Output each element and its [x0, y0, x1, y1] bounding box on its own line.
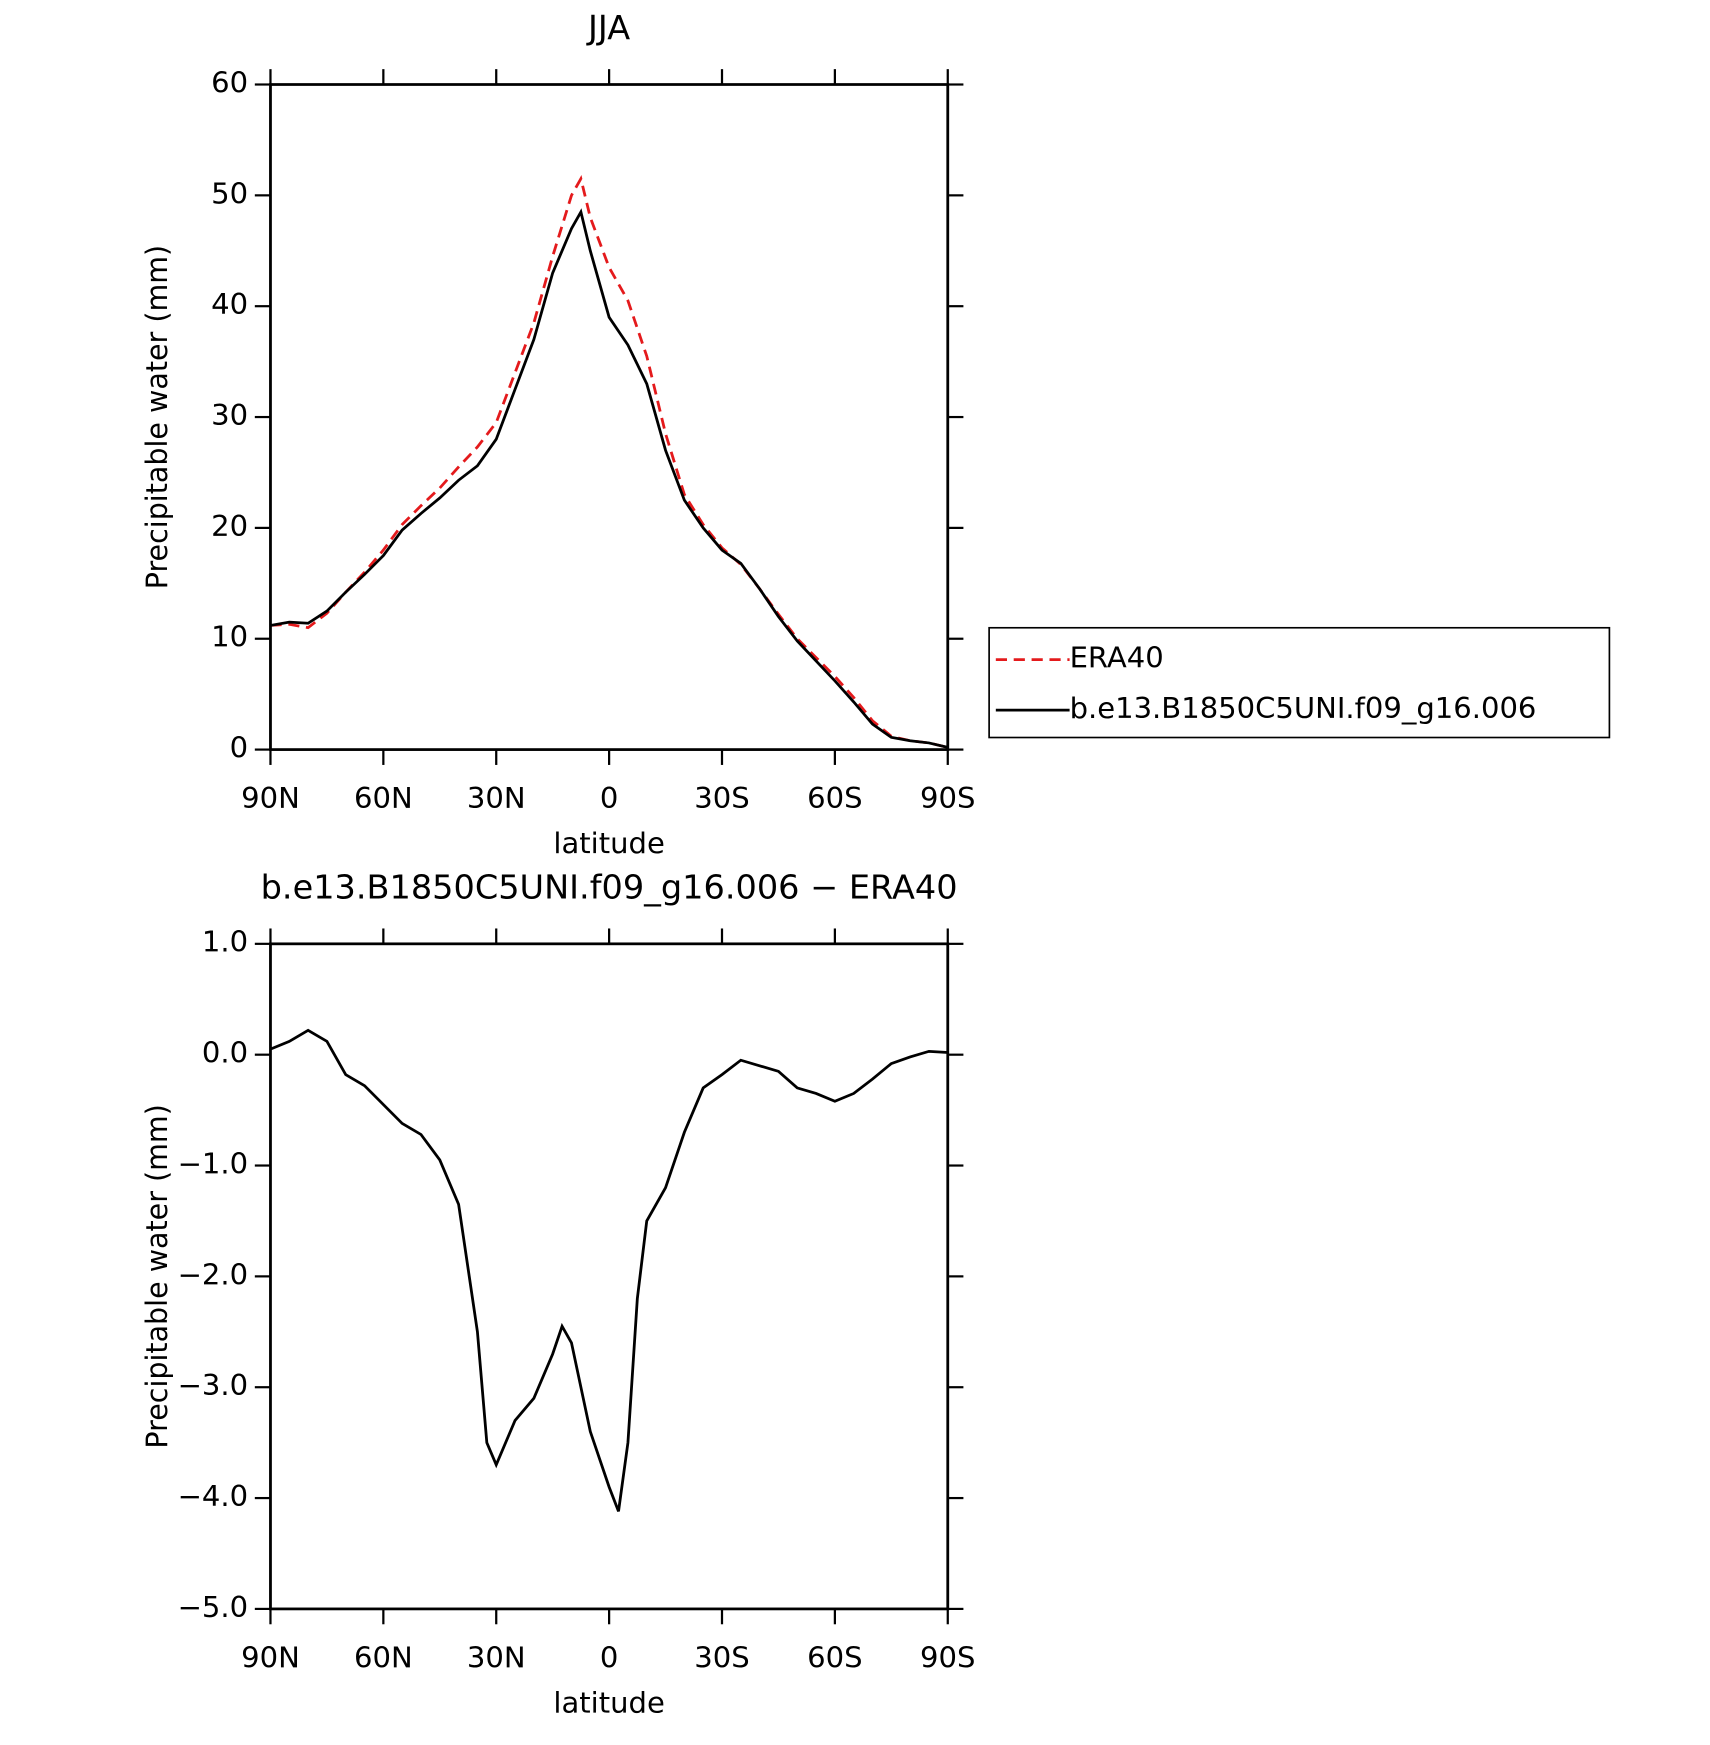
- x-tick-label: 30N: [467, 781, 526, 815]
- x-tick-label: 30S: [694, 1641, 749, 1675]
- y-axis-label: Precipitable water (mm): [140, 245, 174, 589]
- legend-label: b.e13.B1850C5UNI.f09_g16.006: [1070, 691, 1537, 725]
- x-tick-label: 60S: [807, 781, 862, 815]
- chart-title: b.e13.B1850C5UNI.f09_g16.006 − ERA40: [261, 868, 958, 907]
- x-tick-label: 0: [600, 781, 618, 815]
- x-tick-label: 0: [600, 1641, 618, 1675]
- y-tick-label: −2.0: [178, 1258, 249, 1292]
- legend-box: [988, 626, 1611, 739]
- x-tick-label: 30N: [467, 1641, 526, 1675]
- y-axis-label: Precipitable water (mm): [140, 1104, 174, 1448]
- y-tick-label: 60: [211, 66, 248, 100]
- x-tick-label: 90S: [920, 1641, 975, 1675]
- x-tick-label: 90N: [241, 781, 300, 815]
- x-axis-label: latitude: [553, 826, 664, 860]
- y-tick-label: −4.0: [178, 1479, 249, 1513]
- line-series: [270, 208, 949, 749]
- x-tick-label: 60S: [807, 1641, 862, 1675]
- chart-title: JJA: [586, 8, 630, 47]
- y-tick-label: 0.0: [202, 1036, 248, 1070]
- x-tick-label: 60N: [354, 781, 413, 815]
- x-tick-label: 90S: [920, 781, 975, 815]
- x-tick-label: 30S: [694, 781, 749, 815]
- y-tick-label: 10: [211, 620, 248, 654]
- y-tick-label: −5.0: [178, 1590, 249, 1624]
- x-axis-label: latitude: [553, 1686, 664, 1720]
- y-tick-label: 0: [230, 731, 248, 765]
- y-tick-label: 40: [211, 287, 248, 321]
- y-tick-label: −1.0: [178, 1147, 249, 1181]
- plot-frame: [269, 942, 950, 1611]
- line-series: [269, 1028, 948, 1512]
- y-tick-label: −3.0: [178, 1368, 249, 1402]
- legend-label: ERA40: [1070, 641, 1164, 675]
- y-tick-label: 30: [211, 398, 248, 432]
- line-series: [270, 174, 949, 749]
- y-tick-label: 1.0: [202, 925, 248, 959]
- plot-frame: [269, 83, 950, 751]
- x-tick-label: 90N: [241, 1641, 300, 1675]
- x-tick-label: 60N: [354, 1641, 413, 1675]
- y-tick-label: 20: [211, 509, 248, 543]
- y-tick-label: 50: [211, 177, 248, 211]
